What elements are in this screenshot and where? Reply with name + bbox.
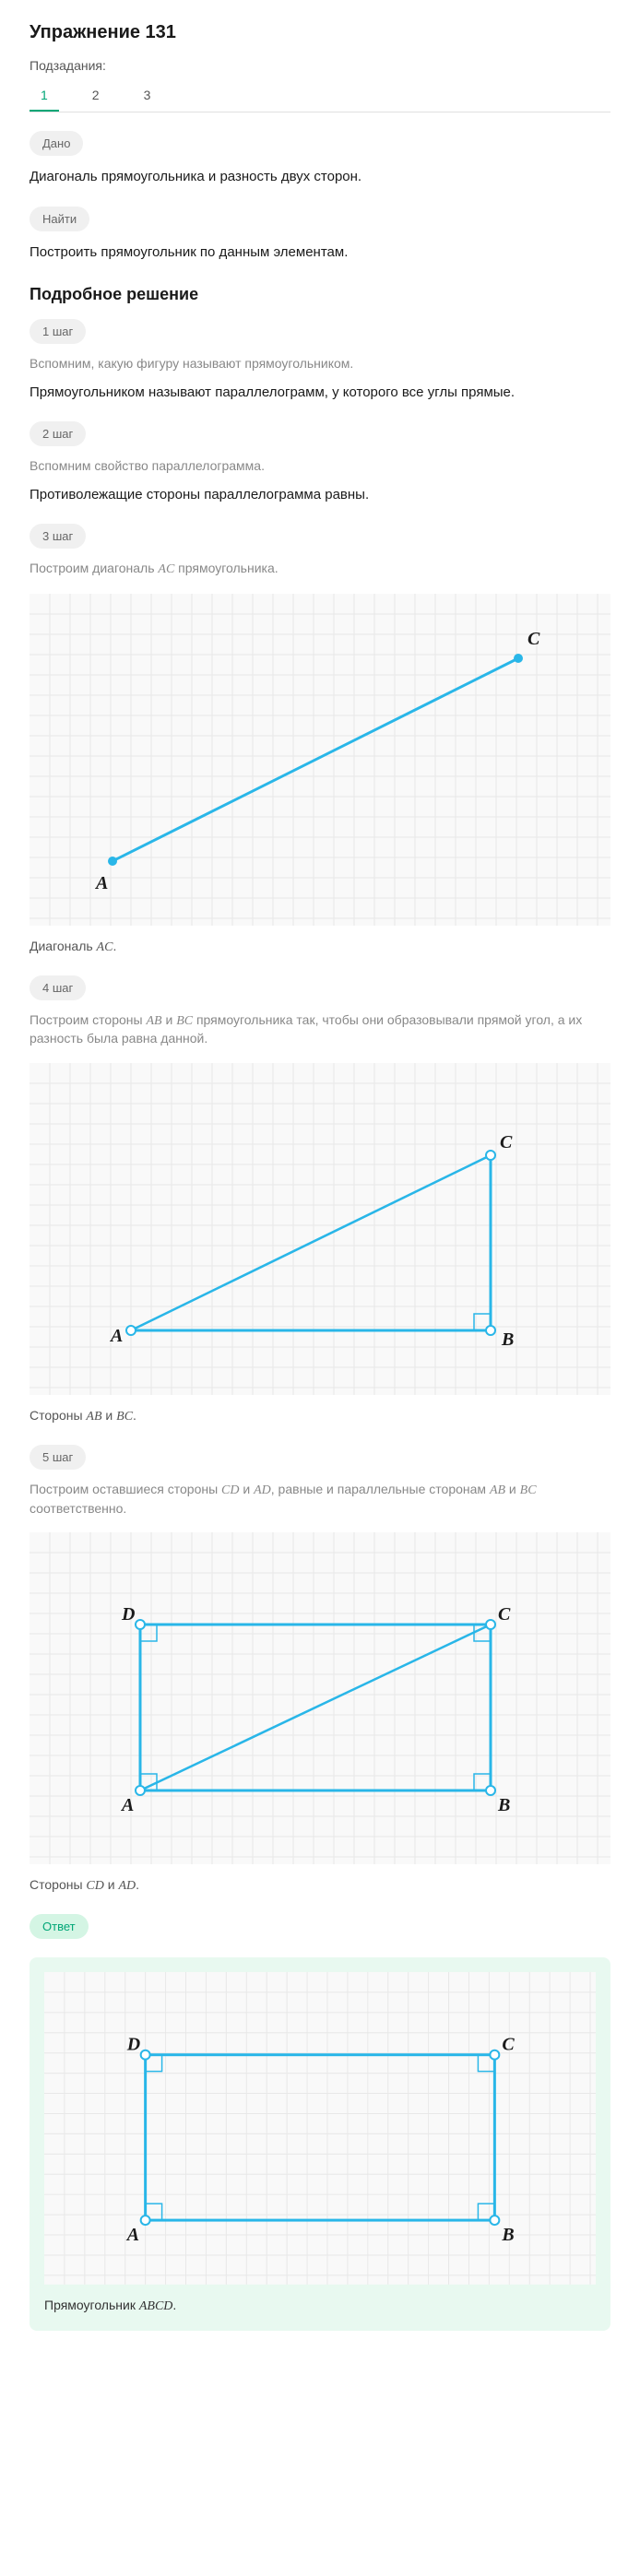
step5-desc: Построим оставшиеся стороны CD и AD, рав… bbox=[30, 1481, 610, 1518]
step4-badge: 4 шаг bbox=[30, 975, 86, 1000]
find-badge: Найти bbox=[30, 207, 89, 231]
step3-desc-post: прямоугольника. bbox=[174, 561, 278, 575]
answer-caption: Прямоугольник ABCD. bbox=[44, 2296, 596, 2316]
answer-cap-pre: Прямоугольник bbox=[44, 2298, 139, 2312]
step3-cap-post: . bbox=[113, 939, 116, 953]
step5-cap-pre: Стороны bbox=[30, 1877, 86, 1892]
find-text: Построить прямоугольник по данным элемен… bbox=[30, 242, 610, 264]
tab-2[interactable]: 2 bbox=[81, 80, 111, 112]
svg-text:C: C bbox=[527, 629, 540, 649]
step5-cap-v1: CD bbox=[86, 1879, 103, 1893]
step4-d-v1: AB bbox=[146, 1014, 161, 1028]
step4-d-mid: и bbox=[162, 1012, 177, 1027]
step5-d-mid2: и bbox=[505, 1482, 520, 1496]
svg-text:C: C bbox=[498, 1604, 511, 1625]
step4-d-pre: Построим стороны bbox=[30, 1012, 146, 1027]
svg-text:A: A bbox=[120, 1795, 134, 1815]
step3-caption: Диагональ AC. bbox=[30, 937, 610, 957]
step4-desc: Построим стороны AB и BC прямоугольника … bbox=[30, 1011, 610, 1048]
step4-cap-v2: BC bbox=[116, 1410, 133, 1424]
tabs-container: 1 2 3 bbox=[30, 80, 610, 112]
step4-cap-post: . bbox=[133, 1408, 136, 1423]
step5-caption: Стороны CD и AD. bbox=[30, 1875, 610, 1896]
step3-cap-pre: Диагональ bbox=[30, 939, 97, 953]
step5-cap-v2: AD bbox=[118, 1879, 136, 1893]
step5-d-v1: CD bbox=[221, 1483, 239, 1497]
step3-cap-var: AC bbox=[97, 940, 113, 954]
given-text: Диагональ прямоугольника и разность двух… bbox=[30, 167, 610, 188]
step2-content: Противолежащие стороны параллелограмма р… bbox=[30, 485, 610, 506]
page-title: Упражнение 131 bbox=[30, 22, 610, 43]
tab-1[interactable]: 1 bbox=[30, 80, 59, 112]
step5-d-v4: BC bbox=[520, 1483, 537, 1497]
step5-cap-post: . bbox=[136, 1877, 139, 1892]
step4-cap-pre: Стороны bbox=[30, 1408, 86, 1423]
answer-cap-var: ABCD bbox=[139, 2299, 173, 2313]
step4-cap-mid: и bbox=[102, 1408, 117, 1423]
step4-cap-v1: AB bbox=[86, 1410, 101, 1424]
svg-text:D: D bbox=[121, 1604, 135, 1625]
step2-badge: 2 шаг bbox=[30, 421, 86, 446]
given-badge: Дано bbox=[30, 131, 83, 156]
step5-d-v2: AD bbox=[254, 1483, 271, 1497]
step3-desc-pre: Построим диагональ bbox=[30, 561, 158, 575]
answer-block: A B C D Прямоугольник ABCD. bbox=[30, 1957, 610, 2331]
figure-answer: A B C D bbox=[44, 1972, 596, 2285]
step1-desc: Вспомним, какую фигуру называют прямоуго… bbox=[30, 355, 610, 373]
answer-cap-post: . bbox=[172, 2298, 176, 2312]
step4-caption: Стороны AB и BC. bbox=[30, 1406, 610, 1426]
step2-desc: Вспомним свойство параллелограмма. bbox=[30, 457, 610, 476]
step5-d-v3: AB bbox=[490, 1483, 505, 1497]
step1-content: Прямоугольником называют параллелограмм,… bbox=[30, 383, 610, 404]
step3-desc: Построим диагональ AC прямоугольника. bbox=[30, 560, 610, 579]
tab-3[interactable]: 3 bbox=[133, 80, 162, 112]
step4-d-v2: BC bbox=[176, 1014, 193, 1028]
step5-cap-mid: и bbox=[104, 1877, 119, 1892]
answer-badge: Ответ bbox=[30, 1914, 89, 1939]
svg-text:B: B bbox=[501, 2225, 514, 2245]
svg-text:A: A bbox=[94, 873, 108, 893]
step3-badge: 3 шаг bbox=[30, 524, 86, 549]
figure-diagonal: A C bbox=[30, 594, 610, 926]
step1-badge: 1 шаг bbox=[30, 319, 86, 344]
solution-title: Подробное решение bbox=[30, 285, 610, 304]
step5-d-mid: и bbox=[240, 1482, 255, 1496]
svg-text:D: D bbox=[126, 2035, 140, 2055]
svg-text:A: A bbox=[125, 2225, 139, 2245]
svg-text:C: C bbox=[500, 1132, 513, 1152]
svg-text:B: B bbox=[501, 1329, 514, 1350]
svg-text:A: A bbox=[109, 1326, 123, 1346]
svg-text:C: C bbox=[502, 2035, 515, 2055]
step5-d-post: , равные и параллельные сторонам bbox=[271, 1482, 490, 1496]
step5-d-post2: соответственно. bbox=[30, 1501, 126, 1516]
step5-d-pre: Построим оставшиеся стороны bbox=[30, 1482, 221, 1496]
step5-badge: 5 шаг bbox=[30, 1445, 86, 1470]
figure-triangle: A B C bbox=[30, 1063, 610, 1395]
svg-text:B: B bbox=[497, 1795, 510, 1815]
subtasks-label: Подзадания: bbox=[30, 58, 610, 73]
figure-rectangle-diag: A B C D bbox=[30, 1532, 610, 1864]
step3-desc-var: AC bbox=[158, 562, 174, 576]
